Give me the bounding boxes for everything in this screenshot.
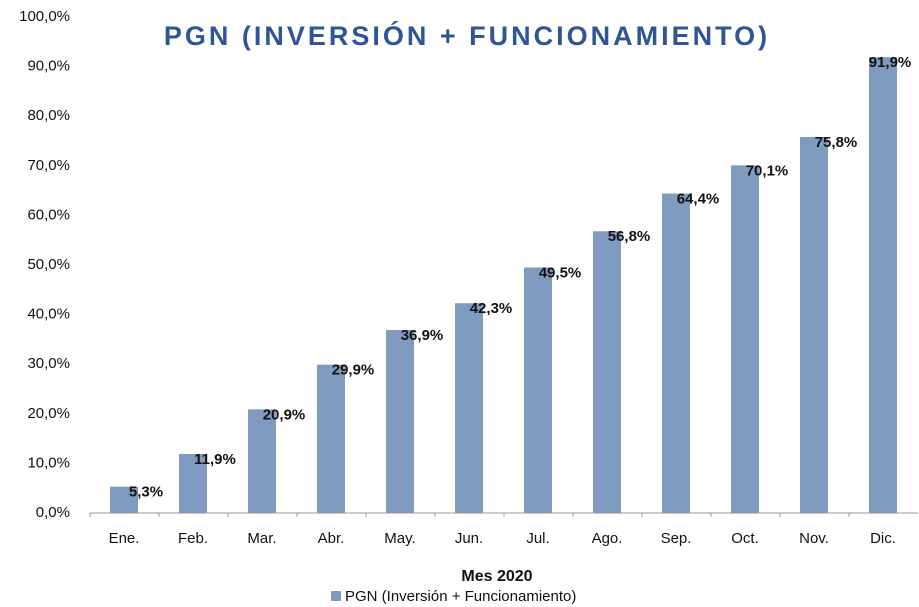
x-tick-label: Sep.: [661, 530, 692, 547]
data-label: 36,9%: [401, 327, 444, 344]
x-tick-label: Jul.: [526, 530, 549, 547]
x-tick-label: Ago.: [592, 530, 623, 547]
data-label: 20,9%: [263, 406, 306, 423]
bar: [317, 364, 345, 513]
y-tick-label: 60,0%: [27, 206, 70, 223]
bar: [386, 329, 414, 513]
data-label: 91,9%: [869, 54, 912, 71]
x-tick-label: Dic.: [870, 530, 896, 547]
bar: [179, 453, 207, 513]
bar: [110, 486, 138, 513]
y-tick-label: 50,0%: [27, 256, 70, 273]
data-label: 70,1%: [746, 162, 789, 179]
x-tick-label: Nov.: [799, 530, 829, 547]
bar: [593, 231, 621, 513]
x-tick-label: Feb.: [178, 530, 208, 547]
bar: [869, 57, 897, 514]
bar: [731, 165, 759, 513]
bar: [248, 409, 276, 513]
y-tick-label: 30,0%: [27, 355, 70, 372]
x-tick-label: Mar.: [247, 530, 276, 547]
data-label: 42,3%: [470, 300, 513, 317]
y-tick-label: 0,0%: [36, 504, 70, 521]
bar: [524, 267, 552, 513]
data-label: 11,9%: [194, 451, 236, 468]
y-tick-label: 40,0%: [27, 306, 70, 323]
x-tick-label: Ene.: [109, 530, 140, 547]
bar: [662, 193, 690, 514]
x-tick-label: Abr.: [318, 530, 345, 547]
chart-title: PGN (INVERSIÓN + FUNCIONAMIENTO): [164, 20, 770, 51]
y-tick-label: 80,0%: [27, 107, 70, 124]
data-label: 56,8%: [608, 228, 651, 245]
y-tick-label: 70,0%: [27, 157, 70, 174]
y-tick-label: 90,0%: [27, 58, 70, 75]
legend-label: PGN (Inversión + Funcionamiento): [345, 588, 576, 605]
data-label: 5,3%: [129, 484, 163, 501]
data-label: 64,4%: [677, 191, 720, 208]
data-label: 49,5%: [539, 264, 582, 281]
bar: [455, 303, 483, 513]
data-label: 75,8%: [815, 134, 858, 151]
x-tick-label: Jun.: [455, 530, 483, 547]
legend-swatch: [331, 591, 341, 601]
x-tick-label: May.: [384, 530, 415, 547]
x-axis-title: Mes 2020: [461, 568, 532, 585]
y-tick-label: 20,0%: [27, 405, 70, 422]
bar: [800, 137, 828, 514]
y-tick-label: 10,0%: [27, 454, 70, 471]
x-tick-label: Oct.: [731, 530, 759, 547]
data-label: 29,9%: [332, 362, 375, 379]
y-tick-label: 100,0%: [19, 8, 70, 25]
